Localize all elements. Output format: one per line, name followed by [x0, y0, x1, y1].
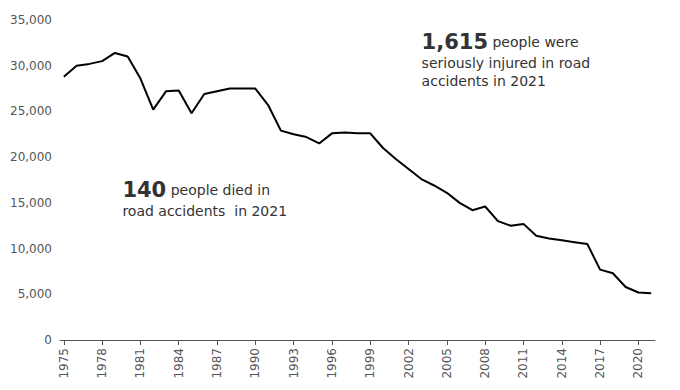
svg-text:1984: 1984	[172, 348, 186, 379]
svg-text:1978: 1978	[95, 348, 109, 379]
svg-text:2005: 2005	[440, 348, 454, 379]
svg-text:20,000: 20,000	[10, 150, 52, 164]
svg-text:1987: 1987	[210, 348, 224, 379]
svg-text:2008: 2008	[478, 348, 492, 379]
svg-text:5,000: 5,000	[18, 287, 52, 301]
svg-text:1996: 1996	[325, 348, 339, 379]
svg-text:people were: people were	[488, 34, 578, 50]
svg-text:people died in: people died in	[166, 182, 270, 198]
svg-text:35,000: 35,000	[10, 13, 52, 27]
svg-text:0: 0	[44, 333, 52, 347]
svg-text:1975: 1975	[57, 348, 71, 379]
svg-text:2011: 2011	[516, 348, 530, 379]
svg-text:2002: 2002	[402, 348, 416, 379]
svg-text:2014: 2014	[555, 348, 569, 379]
svg-text:2020: 2020	[631, 348, 645, 379]
svg-text:1999: 1999	[363, 348, 377, 379]
svg-text:10,000: 10,000	[10, 242, 52, 256]
svg-text:25,000: 25,000	[10, 104, 52, 118]
svg-text:15,000: 15,000	[10, 196, 52, 210]
svg-text:1993: 1993	[287, 348, 301, 379]
svg-text:30,000: 30,000	[10, 59, 52, 73]
svg-text:2017: 2017	[593, 348, 607, 379]
svg-text:road accidents in 2021: road accidents in 2021	[122, 203, 287, 219]
svg-text:1981: 1981	[133, 348, 147, 379]
svg-text:1990: 1990	[248, 348, 262, 379]
svg-text:1,615: 1,615	[422, 30, 488, 54]
svg-text:seriously injured in road: seriously injured in road	[422, 55, 591, 71]
svg-text:accidents in 2021: accidents in 2021	[422, 73, 546, 89]
svg-text:140: 140	[122, 178, 166, 202]
